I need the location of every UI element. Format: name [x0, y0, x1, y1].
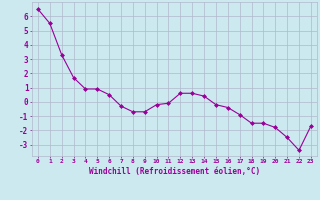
- X-axis label: Windchill (Refroidissement éolien,°C): Windchill (Refroidissement éolien,°C): [89, 167, 260, 176]
